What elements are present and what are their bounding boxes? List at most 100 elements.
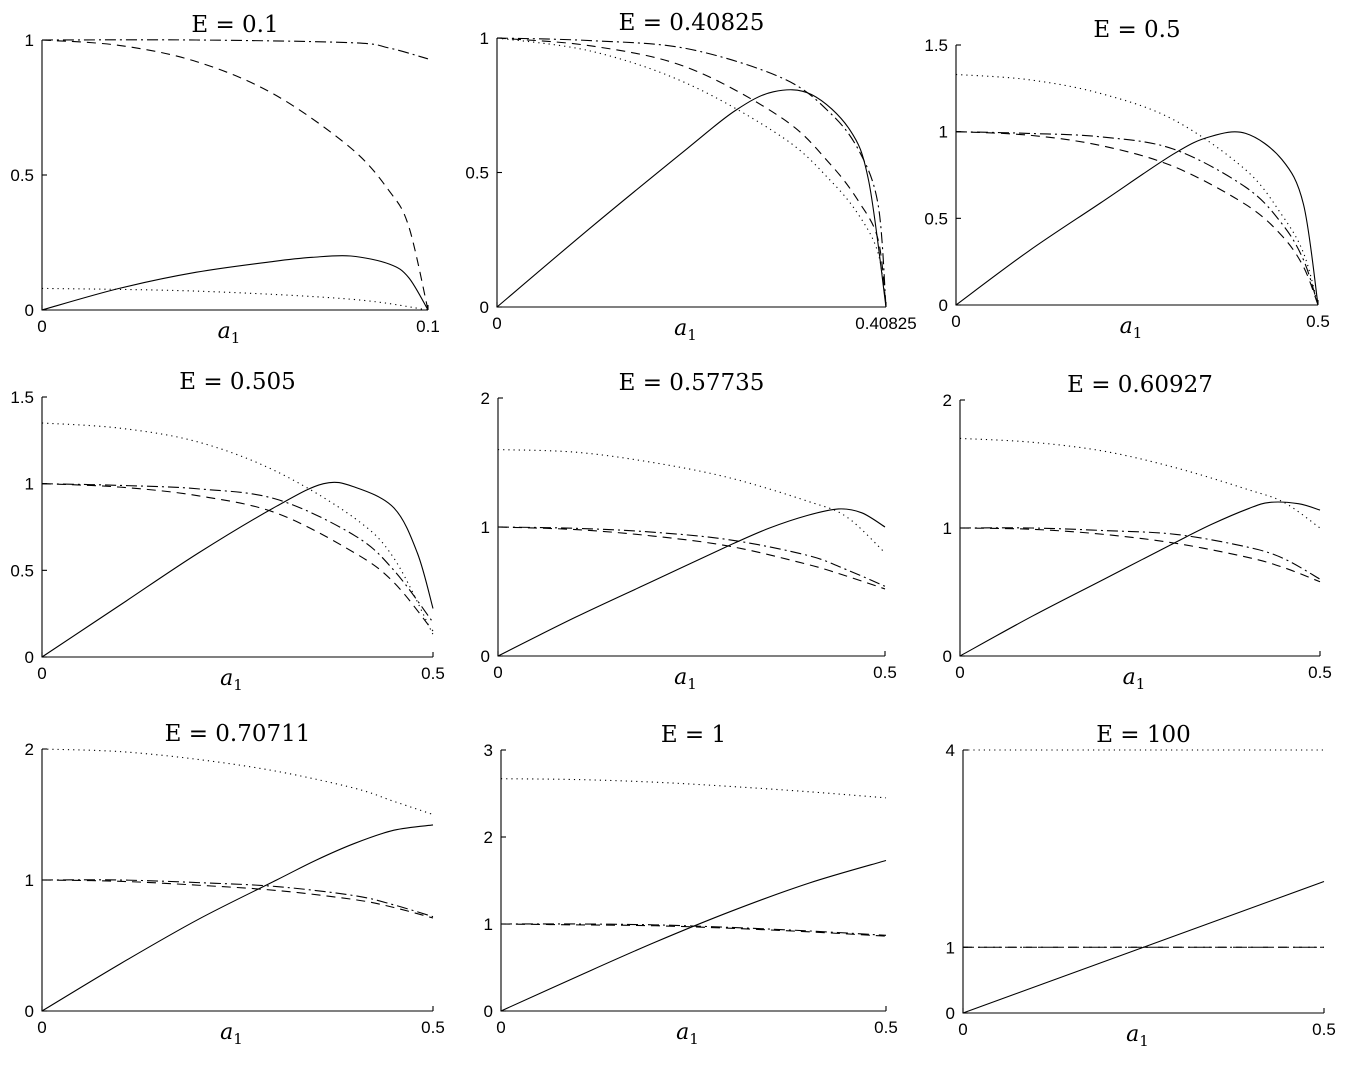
x-axis-label: a1: [674, 316, 697, 344]
x-tick-label: 0: [493, 663, 502, 682]
chart-title: E = 0.505: [179, 369, 296, 395]
y-tick-label: 0: [484, 1002, 493, 1021]
x-tick-label: 0.1: [416, 317, 440, 336]
y-tick-label: 1: [480, 29, 489, 48]
y-tick-label: 2: [25, 740, 34, 759]
series-dashdot-line: [41, 483, 434, 623]
series-dotted-line: [500, 778, 887, 799]
x-axis-label: a1: [220, 1020, 243, 1048]
y-tick-label: 1.5: [924, 36, 948, 55]
series-solid-line: [500, 859, 887, 1012]
series-dashed-line: [41, 39, 429, 311]
x-tick-label: 0: [492, 314, 501, 333]
y-tick-label: 0: [946, 1004, 955, 1023]
series-dashed-line: [41, 879, 434, 919]
x-axis-label: a1: [1123, 665, 1146, 693]
x-tick-label: 0.5: [1306, 312, 1330, 331]
series-dashed-line: [497, 526, 886, 590]
y-tick-label: 2: [943, 391, 952, 410]
y-tick-label: 1: [946, 938, 955, 957]
y-tick-label: 0: [939, 296, 948, 315]
panel-4: E = 0.505 0 0.5 1 1.5 0 0.5 a1: [10, 369, 444, 694]
y-tick-label: 3: [484, 741, 493, 760]
x-tick-label: 0: [496, 1018, 505, 1037]
x-tick-label: 0.5: [421, 1018, 445, 1037]
chart-title: E = 0.1: [191, 12, 278, 38]
x-tick-label: 0: [37, 1018, 46, 1037]
series-dashed-line: [41, 483, 434, 632]
x-axis-label: a1: [676, 1020, 699, 1048]
y-tick-label: 1: [25, 31, 34, 50]
chart-title: E = 1: [661, 722, 726, 748]
y-tick-label: 0: [25, 301, 34, 320]
series-dotted-line: [955, 73, 1319, 306]
series-solid-line: [955, 131, 1319, 306]
axis-lines: [962, 750, 1324, 1014]
series-dashed-line: [500, 923, 887, 937]
axis-lines: [500, 750, 886, 1012]
series-dotted-line: [497, 449, 886, 554]
x-axis-label: a1: [1120, 314, 1143, 342]
x-tick-label: 0.5: [421, 664, 445, 683]
chart-title: E = 0.57735: [619, 370, 765, 396]
series-dashdot-line: [955, 131, 1319, 306]
series-solid-line: [959, 501, 1321, 657]
y-tick-label: 0.5: [465, 164, 489, 183]
x-axis-label: a1: [218, 319, 241, 347]
y-tick-label: 0.5: [10, 561, 34, 580]
y-tick-label: 1: [25, 871, 34, 890]
panel-3: E = 0.5 0 0.5 1 1.5 0 0.5 a1: [924, 17, 1329, 342]
series-dotted-line: [496, 37, 887, 308]
series-dashed-line: [959, 527, 1321, 583]
panel-5: E = 0.57735 0 1 2 0 0.5 a1: [481, 370, 897, 693]
series-dashdot-line: [959, 527, 1321, 580]
y-tick-label: 0.5: [10, 166, 34, 185]
panel-9: E = 100 0 1 4 0 0.5 a1: [946, 722, 1336, 1050]
y-tick-label: 1: [943, 519, 952, 538]
y-tick-label: 1: [481, 518, 490, 537]
panel-6: E = 0.60927 0 1 2 0 0.5 a1: [943, 372, 1332, 693]
chart-title: E = 0.70711: [165, 721, 311, 747]
y-tick-label: 0.5: [924, 209, 948, 228]
y-tick-label: 0: [943, 647, 952, 666]
axis-lines: [955, 45, 1318, 306]
x-tick-label: 0.40825: [855, 314, 916, 333]
axis-lines: [496, 38, 886, 308]
series-dashdot-line: [496, 37, 887, 308]
series-solid-line: [41, 824, 434, 1012]
axis-lines: [497, 398, 885, 657]
chart-title: E = 100: [1096, 722, 1191, 748]
chart-title: E = 0.5: [1093, 17, 1180, 43]
chart-title: E = 0.60927: [1067, 372, 1213, 398]
x-tick-label: 0.5: [874, 1018, 898, 1037]
y-tick-label: 1.5: [10, 388, 34, 407]
series-solid-line: [41, 255, 429, 311]
axis-lines: [41, 40, 428, 311]
y-tick-label: 0: [25, 648, 34, 667]
panel-2: E = 0.40825 0 0.5 1 0 0.40825 a1: [465, 10, 916, 344]
series-solid-line: [496, 89, 887, 308]
series-solid-line: [41, 481, 434, 658]
y-tick-label: 0: [481, 647, 490, 666]
series-dashdot-line: [41, 879, 434, 918]
axis-lines: [959, 400, 1320, 657]
x-tick-label: 0.5: [873, 663, 897, 682]
series-dotted-line: [41, 748, 434, 816]
series-dotted-line: [41, 422, 434, 635]
series-dashdot-line: [497, 526, 886, 587]
y-tick-label: 4: [946, 741, 955, 760]
x-tick-label: 0: [951, 312, 960, 331]
x-tick-label: 0: [958, 1020, 967, 1039]
panel-8: E = 1 0 1 2 3 0 0.5 a1: [484, 722, 898, 1048]
panel-1: E = 0.1 0 0.5 1 0 0.1 a1: [10, 12, 439, 347]
series-solid-line: [497, 508, 886, 657]
y-tick-label: 2: [481, 389, 490, 408]
series-dashed-line: [496, 37, 887, 308]
x-axis-label: a1: [220, 666, 243, 694]
series-dotted-line: [41, 287, 429, 311]
x-tick-label: 0: [37, 664, 46, 683]
y-tick-label: 1: [484, 915, 493, 934]
x-tick-label: 0: [37, 317, 46, 336]
series-dashed-line: [955, 131, 1319, 306]
